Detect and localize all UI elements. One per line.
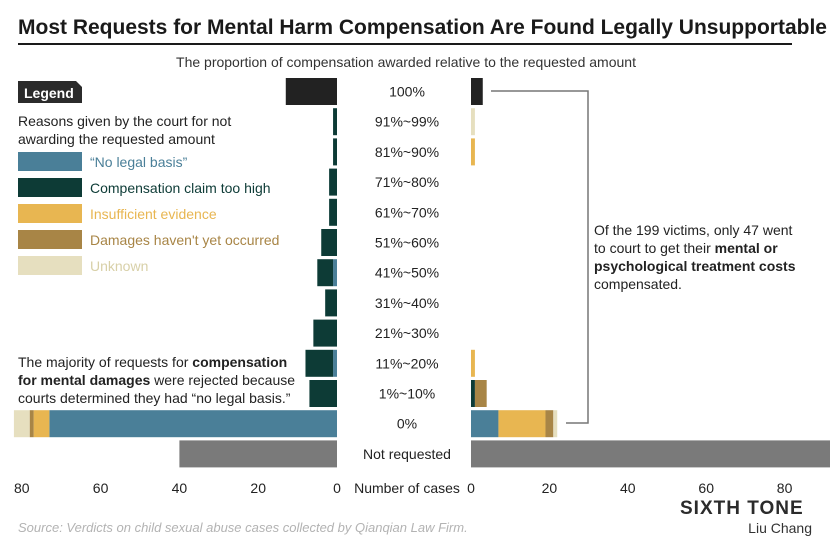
left-bar-claim-too-high (321, 229, 337, 256)
left-bar-claim-too-high (313, 319, 337, 347)
right-annotation-line4: compensated. (594, 276, 682, 292)
left-bar-claim-too-high (329, 198, 337, 226)
category-label: Not requested (363, 446, 451, 462)
left-bar-awarded-full (285, 78, 337, 105)
legend-label: “No legal basis” (90, 154, 188, 170)
category-label: 0% (397, 416, 417, 432)
left-bar-no-legal-basis (333, 349, 337, 377)
source-note: Source: Verdicts on child sexual abuse c… (18, 520, 468, 535)
right-bar-insufficient-evidence (471, 349, 475, 377)
bars-layer (13, 78, 830, 468)
right-tick-label: 40 (620, 480, 636, 496)
author-credit: Liu Chang (748, 520, 812, 536)
left-annotation-line2: for mental damages were rejected because (18, 372, 295, 388)
right-bar-awarded-full (471, 78, 483, 105)
right-bar-no-legal-basis (471, 410, 499, 438)
left-bar-claim-too-high (317, 259, 334, 287)
left-bar-claim-too-high (333, 138, 337, 166)
right-annotation-line3: psychological treatment costs (594, 258, 796, 274)
axis-center-label: Number of cases (354, 480, 460, 496)
annotation-bracket (491, 90, 589, 424)
left-bar-insufficient-evidence (33, 410, 50, 438)
left-tick-label: 60 (93, 480, 109, 496)
legend-label: Insufficient evidence (90, 206, 217, 222)
right-tick-label: 60 (698, 480, 714, 496)
right-bar-damages-not-occurred (474, 380, 487, 407)
category-label: 51%~60% (375, 235, 439, 251)
category-label: 100% (389, 84, 425, 100)
right-bar-insufficient-evidence (498, 410, 546, 438)
category-label: 61%~70% (375, 204, 439, 220)
category-label: 21%~30% (375, 325, 439, 341)
left-bar-unknown (13, 410, 30, 438)
category-label: 31%~40% (375, 295, 439, 311)
legend-heading-line1: Reasons given by the court for not (18, 113, 231, 129)
left-bar-claim-too-high (329, 168, 337, 196)
category-label: 91%~99% (375, 114, 439, 130)
left-tick-label: 0 (333, 480, 341, 496)
right-tick-label: 0 (467, 480, 475, 496)
legend: Legend Reasons given by the court for no… (18, 81, 279, 275)
legend-label: Damages haven't yet occurred (90, 232, 279, 248)
legend-label: Unknown (90, 258, 148, 274)
legend-label: Compensation claim too high (90, 180, 271, 196)
left-bar-no-legal-basis (333, 259, 337, 287)
category-label: 81%~90% (375, 144, 439, 160)
left-annotation-line1: The majority of requests for compensatio… (18, 354, 287, 370)
left-bar-damages-not-occurred (29, 410, 34, 438)
left-bar-claim-too-high (309, 380, 337, 407)
legend-swatch (18, 204, 82, 223)
left-bar-claim-too-high (325, 289, 337, 317)
legend-heading-line2: awarding the requested amount (18, 131, 215, 147)
category-label: 1%~10% (379, 386, 435, 402)
legend-badge (18, 81, 82, 103)
axis-ticks: 80 60 40 20 0 0 20 40 60 80 (14, 480, 793, 496)
category-label: 41%~50% (375, 265, 439, 281)
left-tick-label: 40 (172, 480, 188, 496)
right-bar-claim-too-high (471, 380, 475, 407)
left-bar-claim-too-high (305, 349, 334, 377)
left-tick-label: 80 (14, 480, 30, 496)
right-bar-insufficient-evidence (471, 138, 475, 166)
right-bar-unknown (471, 108, 475, 136)
right-annotation-line1: Of the 199 victims, only 47 went (594, 222, 793, 238)
legend-swatch (18, 230, 82, 249)
legend-swatch (18, 178, 82, 197)
left-tick-label: 20 (250, 480, 266, 496)
brand-logo: SIXTH TONE (680, 498, 804, 519)
legend-swatch (18, 256, 82, 275)
right-annotation-line2: to court to get their mental or (594, 240, 778, 256)
left-bar-not-requested (179, 440, 337, 468)
right-bar-damages-not-occurred (545, 410, 554, 438)
left-bar-claim-too-high (333, 108, 337, 136)
right-tick-label: 20 (542, 480, 558, 496)
right-tick-label: 80 (777, 480, 793, 496)
right-bar-unknown (553, 410, 558, 438)
right-bar-not-requested (471, 440, 830, 468)
category-labels: 100% 91%~99% 81%~90% 71%~80% 61%~70% 51%~60% 4… (363, 84, 451, 462)
chart-title: Most Requests for Mental Harm Compensati… (18, 16, 827, 39)
legend-swatch (18, 152, 82, 171)
chart-subtitle: The proportion of compensation awarded r… (176, 54, 636, 70)
right-annotation: Of the 199 victims, only 47 went to cour… (491, 90, 796, 424)
left-annotation: The majority of requests for compensatio… (18, 354, 295, 406)
category-label: 11%~20% (375, 355, 438, 371)
legend-badge-label: Legend (24, 85, 74, 101)
left-annotation-line3: courts determined they had “no legal bas… (18, 390, 291, 406)
left-bar-no-legal-basis (49, 410, 337, 438)
category-label: 71%~80% (375, 174, 439, 190)
